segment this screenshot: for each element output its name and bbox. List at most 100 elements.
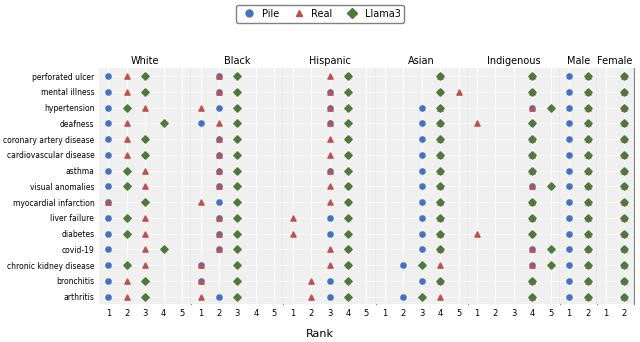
Point (582, 231, 593, 236)
Point (417, 152, 427, 158)
Point (417, 262, 427, 268)
Point (122, 231, 132, 236)
Title: Black: Black (224, 56, 251, 66)
Title: Indigenous: Indigenous (487, 56, 541, 66)
Point (140, 89, 150, 95)
Legend: Pile, Real, Llama3: Pile, Real, Llama3 (236, 5, 404, 23)
Point (620, 74, 630, 79)
Point (122, 215, 132, 221)
Point (195, 262, 205, 268)
Point (417, 231, 427, 236)
Point (564, 215, 574, 221)
Point (417, 215, 427, 221)
Point (435, 231, 445, 236)
Point (582, 199, 593, 205)
Point (582, 121, 593, 126)
Point (195, 199, 205, 205)
Point (103, 231, 113, 236)
Point (214, 74, 224, 79)
Point (122, 262, 132, 268)
Point (564, 199, 574, 205)
Title: White: White (131, 56, 159, 66)
Point (324, 121, 335, 126)
Point (582, 152, 593, 158)
Point (140, 199, 150, 205)
Point (214, 105, 224, 110)
Point (527, 168, 538, 173)
Point (343, 136, 353, 142)
Point (620, 231, 630, 236)
Point (564, 294, 574, 299)
Point (435, 215, 445, 221)
Point (582, 247, 593, 252)
Point (582, 121, 593, 126)
Point (306, 294, 316, 299)
Point (343, 199, 353, 205)
Point (527, 262, 538, 268)
Point (343, 152, 353, 158)
Point (527, 105, 538, 110)
Point (324, 184, 335, 189)
Point (195, 278, 205, 284)
Point (232, 168, 243, 173)
Point (103, 294, 113, 299)
Point (582, 89, 593, 95)
Point (324, 74, 335, 79)
Point (582, 184, 593, 189)
Point (435, 262, 445, 268)
Point (122, 74, 132, 79)
Point (140, 152, 150, 158)
Point (343, 105, 353, 110)
Point (214, 215, 224, 221)
Point (140, 247, 150, 252)
Point (435, 184, 445, 189)
Point (527, 121, 538, 126)
Point (103, 278, 113, 284)
Point (435, 74, 445, 79)
Point (620, 294, 630, 299)
Point (527, 168, 538, 173)
Point (582, 278, 593, 284)
Point (122, 89, 132, 95)
Point (140, 278, 150, 284)
Point (324, 121, 335, 126)
Point (620, 262, 630, 268)
Point (103, 184, 113, 189)
Point (232, 184, 243, 189)
Point (214, 168, 224, 173)
Point (620, 215, 630, 221)
Point (343, 74, 353, 79)
Point (620, 294, 630, 299)
Point (214, 136, 224, 142)
Point (620, 168, 630, 173)
Point (417, 184, 427, 189)
Point (343, 262, 353, 268)
Point (140, 105, 150, 110)
Point (417, 121, 427, 126)
Point (620, 105, 630, 110)
Point (417, 136, 427, 142)
Point (582, 294, 593, 299)
Point (620, 278, 630, 284)
Point (140, 168, 150, 173)
Point (122, 294, 132, 299)
Point (435, 184, 445, 189)
Point (435, 278, 445, 284)
Point (620, 247, 630, 252)
Point (620, 262, 630, 268)
Point (527, 278, 538, 284)
Title: Male: Male (566, 56, 590, 66)
Point (343, 136, 353, 142)
Point (324, 89, 335, 95)
Point (232, 152, 243, 158)
Point (527, 89, 538, 95)
Point (527, 152, 538, 158)
Point (343, 74, 353, 79)
Point (435, 247, 445, 252)
Point (435, 199, 445, 205)
Point (527, 199, 538, 205)
Point (417, 105, 427, 110)
Point (343, 247, 353, 252)
Point (620, 105, 630, 110)
Point (620, 199, 630, 205)
